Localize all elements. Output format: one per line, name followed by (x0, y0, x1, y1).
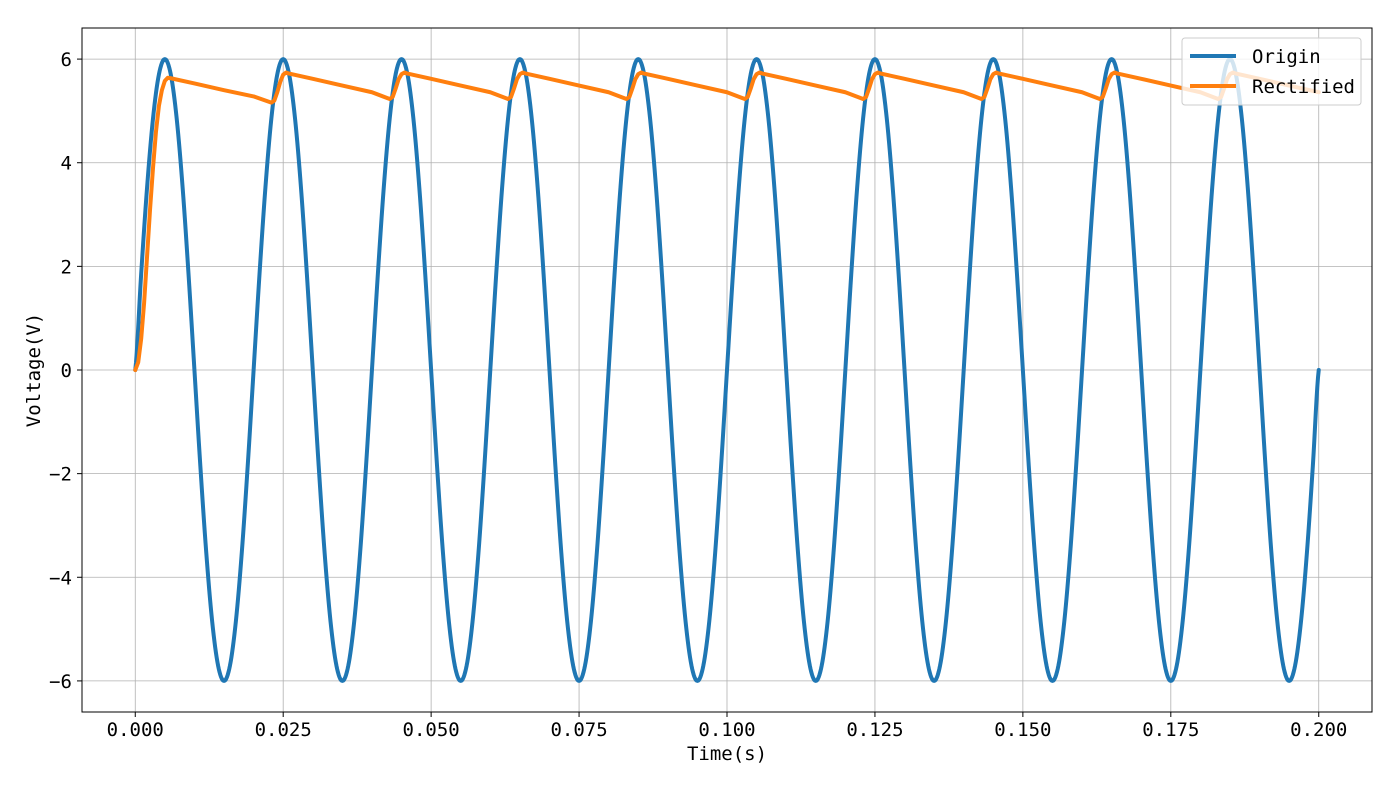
y-tick-label: −6 (49, 671, 72, 693)
legend: Origin Rectified (1181, 37, 1362, 106)
y-tick-label: 0 (61, 360, 72, 382)
y-tick-label: −2 (49, 464, 72, 486)
series-line-origin (133, 57, 1321, 683)
y-axis-label: Voltage(V) (23, 313, 45, 427)
x-tick-label: 0.175 (1142, 719, 1199, 741)
legend-items: Origin Rectified (1190, 46, 1355, 98)
y-tick-label: 2 (61, 256, 72, 278)
series-layer (133, 57, 1321, 683)
series-line-rectified (133, 70, 1321, 372)
y-tick-label: 4 (61, 153, 72, 175)
y-tick-label: −4 (49, 567, 72, 589)
legend-label: Origin (1252, 46, 1321, 68)
x-axis-ticks: 0.000 0.025 0.050 0.075 0.100 0.125 0.150 0.175… (107, 712, 1347, 741)
x-tick-label: 0.025 (255, 719, 312, 741)
x-tick-label: 0.000 (107, 719, 164, 741)
legend-label: Rectified (1252, 76, 1355, 98)
y-axis-ticks: −6 −4 −2 0 2 4 6 (49, 49, 82, 693)
x-tick-label: 0.100 (698, 719, 755, 741)
x-tick-label: 0.125 (846, 719, 903, 741)
x-axis-label: Time(s) (687, 743, 767, 765)
x-tick-label: 0.150 (994, 719, 1051, 741)
x-tick-label: 0.050 (403, 719, 460, 741)
x-tick-label: 0.200 (1290, 719, 1347, 741)
x-tick-label: 0.075 (550, 719, 607, 741)
y-tick-label: 6 (61, 49, 72, 71)
